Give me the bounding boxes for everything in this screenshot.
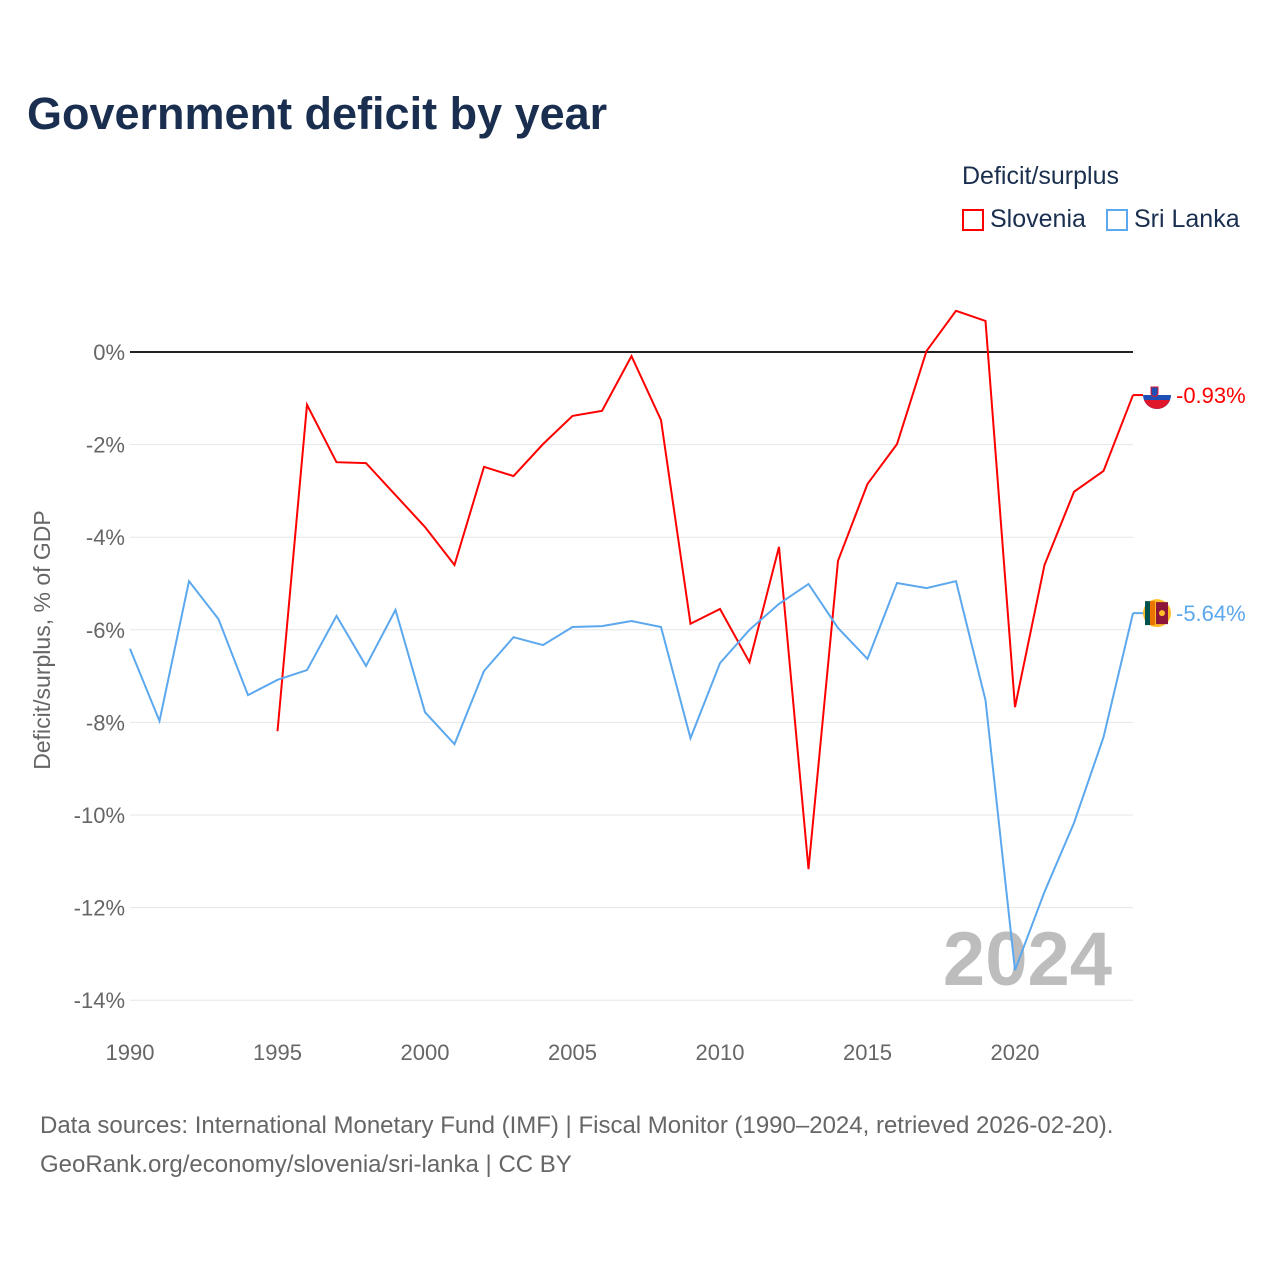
year-watermark: 2024 (943, 917, 1112, 1002)
legend-label: Slovenia (990, 205, 1086, 233)
source-text: Data sources: International Monetary Fun… (40, 1112, 1114, 1139)
x-tick-label: 2005 (548, 1040, 597, 1065)
flag-green (1145, 601, 1150, 626)
x-tick-label: 1990 (106, 1040, 155, 1065)
y-tick-label: -10% (74, 803, 125, 828)
y-tick-label: -2% (86, 433, 125, 458)
end-value-label: -0.93% (1176, 383, 1246, 408)
x-tick-label: 2015 (843, 1040, 892, 1065)
legend-title: Deficit/surplus (962, 162, 1119, 190)
y-tick-label: -14% (74, 988, 125, 1013)
legend-swatch-sri-lanka (1106, 208, 1128, 231)
y-tick-label: -8% (86, 710, 125, 735)
legend-label: Sri Lanka (1134, 205, 1240, 233)
y-tick-label: -6% (86, 618, 125, 643)
flag-lion (1159, 610, 1165, 617)
x-tick-label: 2000 (401, 1040, 450, 1065)
chart-title: Government deficit by year (27, 88, 608, 139)
series-line-sri-lanka (129, 578, 1134, 971)
legend-item-slovenia[interactable]: Slovenia (962, 205, 1086, 234)
x-tick-label: 2020 (991, 1040, 1040, 1065)
flag-orange (1150, 601, 1155, 626)
flag-crest (1150, 386, 1159, 398)
attribution-link[interactable]: GeoRank.org/economy/slovenia/sri-lanka |… (40, 1151, 572, 1178)
x-tick-label: 2010 (696, 1040, 745, 1065)
series-line-slovenia (276, 309, 1134, 870)
y-tick-label: 0% (93, 340, 125, 365)
footer: Data sources: International Monetary Fun… (40, 1106, 1113, 1184)
flag-red (1144, 400, 1170, 409)
legend-swatch-slovenia (962, 208, 984, 231)
end-value-label: -5.64% (1176, 601, 1246, 626)
sri-lanka-flag-icon (1143, 599, 1171, 628)
y-tick-label: -4% (86, 525, 125, 550)
x-tick-label: 1995 (253, 1040, 302, 1065)
y-tick-label: -12% (74, 896, 125, 921)
legend-item-sri-lanka[interactable]: Sri Lanka (1106, 205, 1240, 234)
slovenia-flag-icon (1143, 381, 1171, 410)
y-axis-label: Deficit/surplus, % of GDP (29, 510, 55, 769)
